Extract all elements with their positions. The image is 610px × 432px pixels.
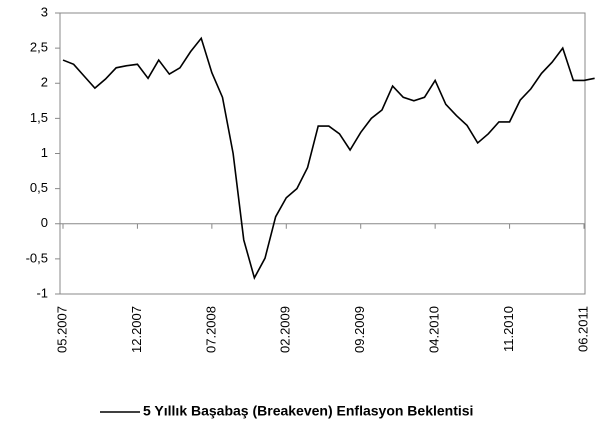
x-tick-label: 05.2007 — [54, 306, 69, 353]
line — [62, 36, 595, 280]
y-tick-label: 0,5 — [30, 180, 48, 195]
y-tick-label: -1 — [36, 285, 48, 300]
x-tick-label: 12.2007 — [129, 306, 144, 353]
legend-label: 5 Yıllık Başabaş (Breakeven) Enflasyon B… — [143, 403, 473, 419]
y-tick-label: 1 — [41, 145, 48, 160]
x-tick-label: 02.2009 — [278, 306, 293, 353]
y-tick-label: 2,5 — [30, 40, 48, 55]
y-tick-label: -0,5 — [26, 250, 48, 265]
y-tick-label: 2 — [41, 75, 48, 90]
x-tick-label: 11.2010 — [501, 306, 516, 352]
x-tick-label: 07.2008 — [203, 306, 218, 353]
plot-frame — [59, 12, 586, 295]
y-tick-label: 0 — [41, 215, 48, 230]
y-tick-label: 3 — [41, 4, 48, 19]
x-tick-label: 04.2010 — [427, 306, 442, 353]
x-tick-label: 06.2011 — [575, 306, 590, 352]
y-tick-label: 1,5 — [30, 110, 48, 125]
x-tick-label: 09.2009 — [352, 306, 367, 353]
